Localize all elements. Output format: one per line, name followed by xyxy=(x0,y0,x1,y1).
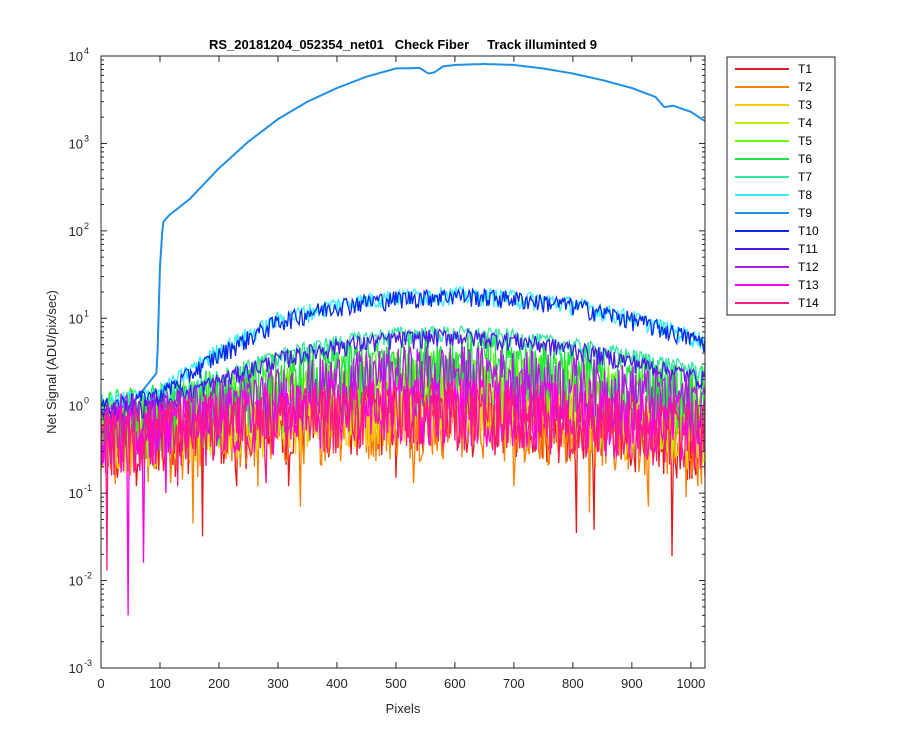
x-axis-label: Pixels xyxy=(386,701,421,716)
x-tick-label: 900 xyxy=(621,676,643,691)
y-tick-exponent: 4 xyxy=(84,46,89,56)
legend-label-t5: T5 xyxy=(798,134,812,148)
legend-label-t11: T11 xyxy=(798,242,818,256)
x-tick-label: 400 xyxy=(326,676,348,691)
y-tick-exponent: -2 xyxy=(84,571,92,581)
x-tick-label: 700 xyxy=(503,676,525,691)
series-line-t6 xyxy=(101,334,705,452)
legend-label-t1: T1 xyxy=(798,62,812,76)
y-tick-label: 10 xyxy=(69,224,83,239)
series-layer xyxy=(101,63,705,616)
legend-label-t4: T4 xyxy=(798,116,812,130)
chart-title: RS_20181204_052354_net01 Check Fiber Tra… xyxy=(209,37,597,52)
legend-label-t13: T13 xyxy=(798,278,819,292)
y-tick-label: 10 xyxy=(69,574,83,589)
x-tick-label: 800 xyxy=(562,676,584,691)
series-line-t9 xyxy=(101,63,705,411)
x-tick-label: 100 xyxy=(149,676,171,691)
legend-label-t6: T6 xyxy=(798,152,812,166)
y-tick-label: 10 xyxy=(69,661,83,676)
x-tick-label: 600 xyxy=(444,676,466,691)
series-line-t11 xyxy=(101,327,705,425)
y-tick-label: 10 xyxy=(69,486,83,501)
x-tick-label: 0 xyxy=(97,676,104,691)
x-tick-label: 300 xyxy=(267,676,289,691)
legend-label-t3: T3 xyxy=(798,98,812,112)
series-line-t14 xyxy=(101,382,705,571)
legend-label-t7: T7 xyxy=(798,170,812,184)
x-tick-label: 500 xyxy=(385,676,407,691)
y-tick-label: 10 xyxy=(69,49,83,64)
legend-label-t9: T9 xyxy=(798,206,812,220)
y-tick-label: 10 xyxy=(69,311,83,326)
y-tick-label: 10 xyxy=(69,399,83,414)
y-tick-exponent: 0 xyxy=(84,396,89,406)
series-line-t10 xyxy=(101,287,705,416)
y-tick-exponent: -3 xyxy=(84,658,92,668)
legend-label-t2: T2 xyxy=(798,80,812,94)
legend: T1 T2 T3 T4 T5 T6 T7 T8 T9 T10 T11 T12 T13 T14 xyxy=(726,56,836,316)
x-tick-label: 1000 xyxy=(676,676,705,691)
legend-label-t8: T8 xyxy=(798,188,812,202)
y-tick-exponent: 3 xyxy=(84,133,89,143)
y-tick-label: 10 xyxy=(69,136,83,151)
y-tick-exponent: 2 xyxy=(84,221,89,231)
y-tick-exponent: -1 xyxy=(84,483,92,493)
legend-label-t14: T14 xyxy=(798,296,819,310)
y-axis-label: Net Signal (ADU/pix/sec) xyxy=(44,290,59,434)
axes-box xyxy=(100,55,706,669)
axes: 0 100 200 300 400 500 600 700 800 900 100010-310-2… xyxy=(69,46,706,691)
legend-label-t10: T10 xyxy=(798,224,819,238)
legend-label-t12: T12 xyxy=(798,260,819,274)
legend-box xyxy=(726,56,836,316)
x-tick-label: 200 xyxy=(208,676,230,691)
y-tick-exponent: 1 xyxy=(84,308,89,318)
